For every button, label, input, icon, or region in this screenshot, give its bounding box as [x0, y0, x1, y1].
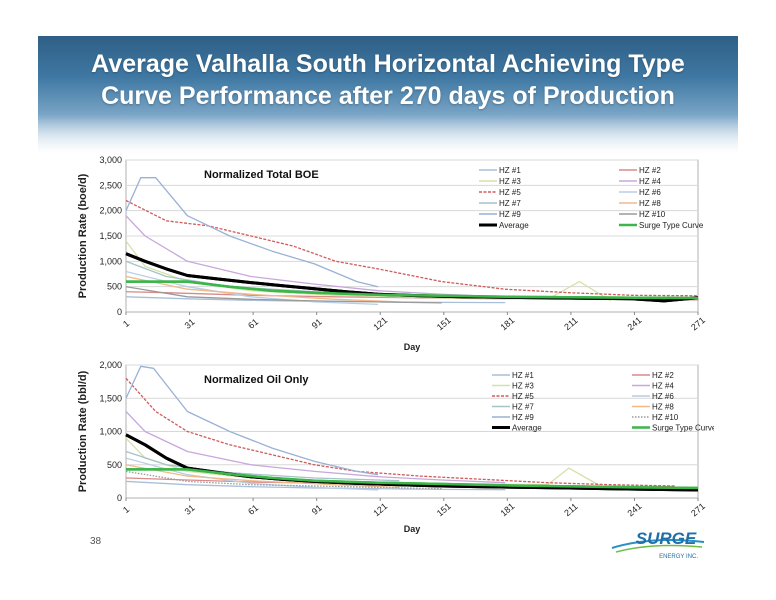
- chart1-legend-label: HZ #5: [499, 188, 521, 197]
- chart1-series-line-8: [125, 275, 400, 303]
- chart2-x-tick-label: 271: [689, 501, 707, 518]
- chart2-x-tick-label: 121: [371, 501, 389, 518]
- chart1-legend-label: HZ #7: [499, 199, 521, 208]
- chart1-legend-label: HZ #4: [639, 177, 661, 186]
- chart1-x-tick-label: 61: [246, 317, 260, 331]
- surge-logo: SURGE ENERGY INC.: [611, 529, 705, 560]
- chart2-series-line-10: [125, 470, 442, 490]
- page-number: 38: [90, 536, 102, 547]
- chart1-legend: HZ #1 HZ #2 HZ #3 HZ #4 HZ #5 HZ #6 HZ #7 HZ #8…: [479, 166, 704, 230]
- chart2-x-tick-label: 1: [121, 504, 131, 515]
- chart1-x-axis-label: Day: [404, 342, 421, 352]
- logo-text: SURGE: [636, 529, 697, 548]
- chart2-y-axis-label: Production Rate (bbl/d): [77, 370, 89, 492]
- chart1-legend-label: HZ #9: [499, 210, 521, 219]
- chart2-legend-label: HZ #4: [652, 382, 674, 391]
- chart1-y-tick-label: 1,500: [99, 231, 122, 241]
- chart2-title: Normalized Oil Only: [204, 374, 309, 386]
- chart1-legend-label: HZ #6: [639, 188, 661, 197]
- slide-title: Average Valhalla South Horizontal Achiev…: [38, 48, 738, 112]
- chart2-y-tick-label: 1,500: [99, 393, 122, 403]
- chart2-x-tick-label: 211: [562, 501, 579, 518]
- chart2-x-tick-label: 61: [246, 503, 260, 517]
- chart1-y-axis-label: Production Rate (boe/d): [77, 173, 89, 298]
- chart2-x-axis-label: Day: [404, 524, 421, 534]
- chart2-x-tick-label: 151: [435, 501, 453, 518]
- chart1-x-tick-label: 31: [183, 317, 197, 331]
- chart2-x-tick-label: 181: [498, 501, 516, 518]
- chart1-legend-label: HZ #8: [639, 199, 661, 208]
- chart1-legend-label: HZ #1: [499, 166, 521, 175]
- chart2-legend-label: HZ #3: [512, 382, 534, 391]
- chart1-x-tick-label: 91: [310, 317, 324, 331]
- chart2-series-line-8: [125, 464, 400, 489]
- chart2-y-tick-label: 0: [117, 493, 122, 503]
- chart1-y-tick-label: 2,500: [99, 180, 122, 190]
- chart2-legend: HZ #1 HZ #2 HZ #3 HZ #4 HZ #5 HZ #6 HZ #7 HZ #8…: [492, 371, 714, 433]
- slide-title-line-2: Curve Performance after 270 days of Prod…: [101, 82, 675, 110]
- chart2-legend-label: HZ #8: [652, 403, 674, 412]
- chart1-x-tick-label: 241: [626, 315, 644, 332]
- chart1-x-tick-label: 181: [498, 315, 516, 332]
- chart1-x-tick-label: 121: [371, 315, 389, 332]
- chart1-x-tick-label: 151: [435, 315, 453, 332]
- oil-chart: 0 500 1,000 1,500 2,000 1 31 61 91 121 151 181 211 24…: [77, 360, 714, 534]
- logo-swoosh-icon: [611, 539, 705, 549]
- chart2-legend-label: HZ #6: [652, 392, 674, 401]
- chart1-legend-label: HZ #2: [639, 166, 661, 175]
- chart2-x-tick-label: 31: [183, 503, 197, 517]
- chart2-legend-label: HZ #2: [652, 371, 674, 380]
- chart1-x-tick-label: 1: [121, 318, 131, 329]
- chart1-x-tick-label: 211: [562, 315, 579, 332]
- boe-chart: 0 500 1,000 1,500 2,000 2,500 3,000 1 31 61 91 121 1…: [77, 155, 707, 352]
- chart1-legend-label: Average: [499, 221, 529, 230]
- chart2-legend-label: HZ #10: [652, 413, 679, 422]
- chart2-legend-label: HZ #9: [512, 413, 534, 422]
- chart1-series-line-4: [125, 215, 506, 298]
- chart2-series-line-4: [125, 411, 506, 484]
- slide-title-line-1: Average Valhalla South Horizontal Achiev…: [91, 50, 685, 78]
- chart1-legend-label: HZ #3: [499, 177, 521, 186]
- chart1-y-tick-label: 3,000: [99, 155, 122, 165]
- chart1-y-tick-label: 0: [117, 307, 122, 317]
- chart1-y-tick-label: 2,000: [99, 206, 122, 216]
- chart2-legend-label: HZ #5: [512, 392, 534, 401]
- chart1-legend-label: Surge Type Curve: [639, 221, 704, 230]
- chart2-series-line-top-11: [125, 433, 699, 492]
- chart1-y-tick-label: 500: [107, 282, 122, 292]
- chart2-y-tick-label: 500: [107, 460, 122, 470]
- chart1-y-tick-label: 1,000: [99, 256, 122, 266]
- title-banner: [38, 36, 738, 154]
- chart1-title: Normalized Total BOE: [204, 169, 319, 181]
- chart1-x-tick-label: 271: [689, 315, 707, 332]
- chart2-series-line-top-12: [126, 468, 699, 490]
- logo-subtext: ENERGY INC.: [659, 554, 698, 560]
- chart1-series-line-9: [125, 177, 379, 288]
- chart2-legend-label: Average: [512, 424, 542, 433]
- chart1-legend-label: HZ #10: [639, 210, 666, 219]
- chart1-series-line-5: [125, 199, 699, 297]
- chart2-legend-label: HZ #7: [512, 403, 534, 412]
- chart2-x-tick-label: 241: [626, 501, 644, 518]
- chart2-series-line-9: [125, 365, 379, 476]
- chart2-y-tick-label: 1,000: [99, 427, 122, 437]
- chart2-y-tick-label: 2,000: [99, 360, 122, 370]
- chart2-legend-label: HZ #1: [512, 371, 534, 380]
- chart2-series-line-5: [125, 377, 675, 487]
- chart2-x-tick-label: 91: [310, 503, 324, 517]
- chart1-series-line-top-12: [126, 280, 699, 300]
- chart2-legend-label: Surge Type Curve: [652, 424, 714, 433]
- chart1-series-line-3: [125, 240, 612, 302]
- chart1-series-line-10: [125, 286, 442, 304]
